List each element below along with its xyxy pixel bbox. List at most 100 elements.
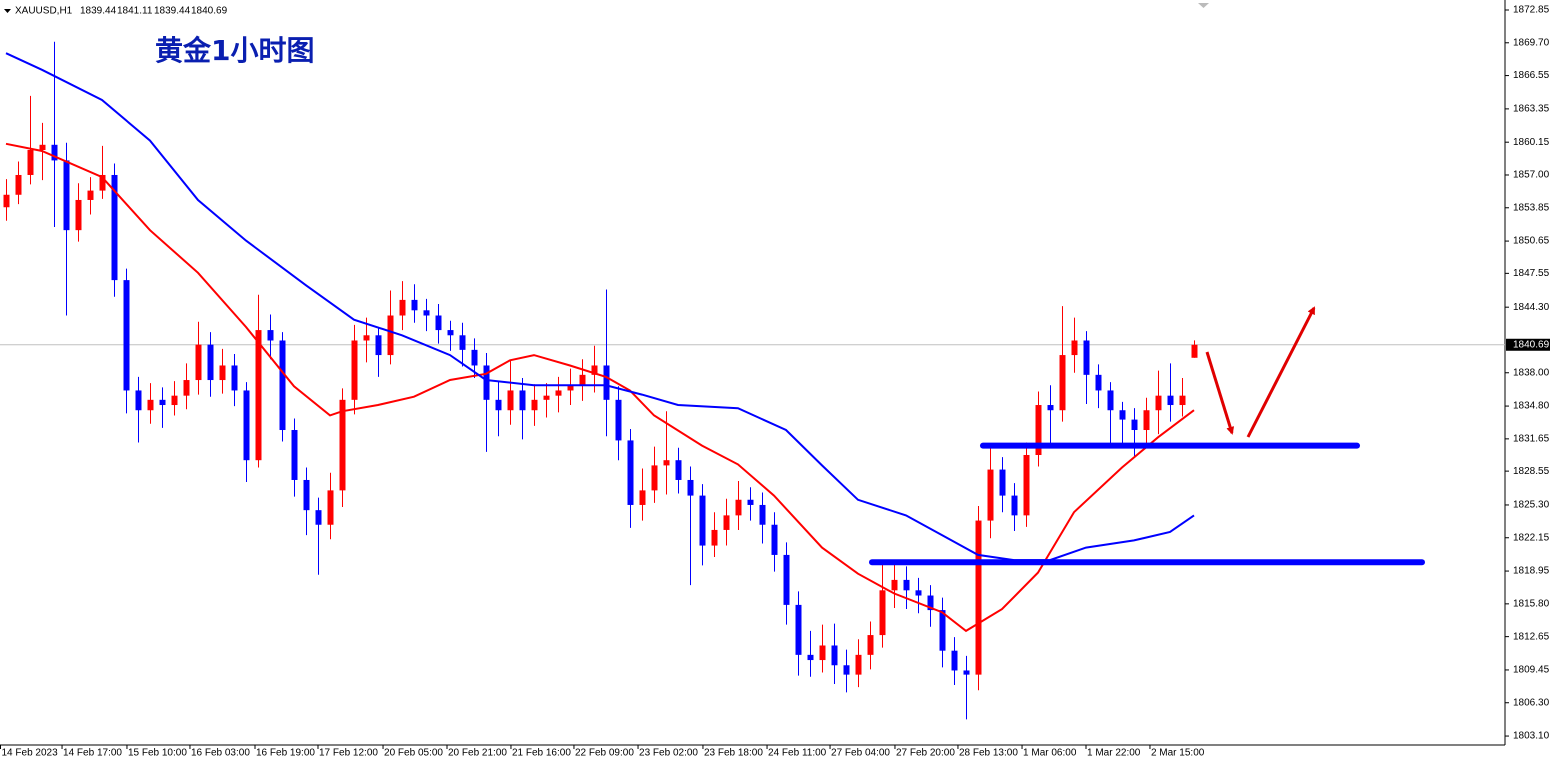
candle-body: [315, 510, 322, 525]
candle-body: [75, 199, 82, 231]
plot-area: [0, 0, 1505, 745]
candle-body: [567, 385, 574, 391]
candle-body: [519, 390, 526, 411]
y-tick-label: 1803.10: [1513, 731, 1550, 742]
candle-body: [279, 340, 286, 431]
y-tick-label: 1822.15: [1513, 532, 1550, 543]
candle-body: [831, 645, 838, 666]
y-tick-label: 1838.00: [1513, 367, 1550, 378]
candle-body: [1191, 344, 1198, 358]
candle-body: [1035, 405, 1042, 455]
y-tick-label: 1831.65: [1513, 434, 1550, 445]
y-tick-label: 1853.85: [1513, 202, 1550, 213]
candle-body: [675, 460, 682, 480]
candle-body: [1107, 390, 1114, 411]
candle-body: [243, 390, 250, 461]
moving-average: [5, 142, 1195, 633]
candle-body: [891, 579, 898, 591]
candle-body: [903, 579, 910, 591]
y-tick-label: 1847.55: [1513, 268, 1550, 279]
candle-body: [1131, 419, 1138, 431]
candle-body: [987, 469, 994, 521]
candle-body: [99, 174, 106, 191]
x-tick-label: 1 Mar 22:00: [1087, 748, 1141, 759]
candle-body: [123, 280, 130, 391]
candle-body: [63, 160, 70, 231]
candle-body: [231, 365, 238, 391]
candle-body: [1095, 374, 1102, 391]
candle-body: [351, 340, 358, 400]
x-tick-label: 17 Feb 12:00: [319, 748, 378, 759]
candle-body: [267, 330, 274, 341]
candle-body: [939, 610, 946, 651]
x-tick-label: 23 Feb 02:00: [639, 748, 698, 759]
arrow-down: [1205, 351, 1235, 435]
x-tick-label: 16 Feb 03:00: [191, 748, 250, 759]
candle-body: [771, 524, 778, 555]
candle-body: [375, 335, 382, 356]
candle-body: [387, 315, 394, 356]
candle-body: [339, 399, 346, 491]
candle-body: [219, 365, 226, 381]
candle-body: [1155, 395, 1162, 411]
candle-body: [591, 365, 598, 375]
y-tick-label: 1863.35: [1513, 104, 1550, 115]
y-tick-label: 1828.55: [1513, 466, 1550, 477]
candle-body: [795, 604, 802, 655]
candle-body: [819, 645, 826, 661]
candle-body: [915, 590, 922, 596]
candle-body: [135, 390, 142, 411]
shift-marker: [1198, 3, 1209, 8]
candle-body: [1011, 495, 1018, 516]
chart-layer: [0, 41, 1505, 720]
y-tick-label: 1834.80: [1513, 401, 1550, 412]
x-tick-label: 21 Feb 16:00: [512, 748, 571, 759]
candle-body: [39, 144, 46, 150]
y-tick-label: 1850.65: [1513, 236, 1550, 247]
x-tick-label: 24 Feb 11:00: [768, 748, 827, 759]
current-price-label: 1840.69: [1513, 339, 1550, 350]
x-tick-label: 27 Feb 04:00: [831, 748, 890, 759]
candle-body: [555, 390, 562, 396]
y-tick-label: 1809.45: [1513, 665, 1550, 676]
candle-body: [411, 299, 418, 311]
y-tick-label: 1818.95: [1513, 566, 1550, 577]
chart-title: 黄金1小时图: [155, 34, 314, 67]
candle-body: [1023, 454, 1030, 516]
candle-body: [639, 490, 646, 505]
y-tick-label: 1815.80: [1513, 598, 1550, 609]
x-tick-label: 16 Feb 19:00: [256, 748, 315, 759]
x-tick-label: 23 Feb 18:00: [704, 748, 763, 759]
candle-body: [51, 144, 58, 161]
header-low: 1839.44: [154, 6, 191, 17]
candle-body: [1167, 395, 1174, 406]
candle-body: [543, 395, 550, 400]
candle-body: [651, 465, 658, 491]
candle-body: [531, 399, 538, 411]
y-tick-label: 1869.70: [1513, 37, 1550, 48]
candle-body: [207, 344, 214, 381]
candle-body: [195, 344, 202, 381]
x-tick-label: 27 Feb 20:00: [896, 748, 955, 759]
candle-body: [603, 365, 610, 400]
candle-body: [1179, 395, 1186, 406]
candle-body: [111, 174, 118, 281]
y-tick-label: 1872.85: [1513, 5, 1550, 16]
candle-body: [711, 529, 718, 546]
candle-body: [255, 330, 262, 461]
candle-body: [963, 670, 970, 675]
x-tick-label: 2 Mar 15:00: [1151, 748, 1205, 759]
candle-body: [447, 330, 454, 336]
candle-body: [399, 299, 406, 316]
x-tick-label: 1 Mar 06:00: [1023, 748, 1077, 759]
current-price-box: [1506, 338, 1550, 351]
y-tick-label: 1866.55: [1513, 70, 1550, 81]
candle-body: [471, 349, 478, 366]
candle-body: [747, 499, 754, 505]
candle-body: [327, 490, 334, 525]
candle-body: [423, 310, 430, 316]
x-tick-label: 22 Feb 09:00: [575, 748, 634, 759]
candle-body: [147, 399, 154, 411]
candle-body: [927, 595, 934, 611]
